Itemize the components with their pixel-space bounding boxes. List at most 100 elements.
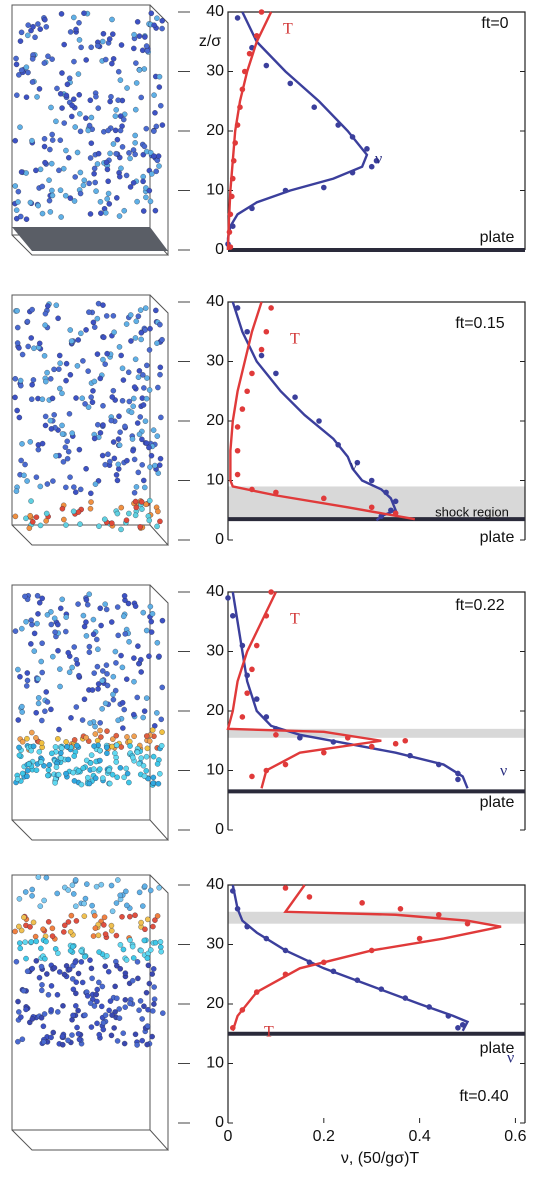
particle xyxy=(36,974,43,981)
plate-render xyxy=(12,227,168,251)
particle xyxy=(88,44,94,51)
profile-point xyxy=(392,740,399,747)
particle xyxy=(22,889,29,895)
particle xyxy=(66,75,73,82)
particle xyxy=(23,170,29,176)
particle xyxy=(97,747,103,754)
particle xyxy=(137,998,144,1004)
particle xyxy=(132,512,139,519)
particle xyxy=(148,618,155,625)
particle xyxy=(83,115,89,121)
particle xyxy=(30,377,37,383)
particle xyxy=(71,778,78,784)
particle xyxy=(44,481,51,487)
particle xyxy=(17,38,24,44)
particle xyxy=(143,43,150,49)
particle xyxy=(24,677,31,684)
particle xyxy=(132,498,139,505)
particle xyxy=(66,966,73,973)
particle xyxy=(13,61,20,68)
particle xyxy=(143,753,150,760)
particle xyxy=(106,767,112,773)
profile-point xyxy=(455,1025,461,1031)
particle xyxy=(84,881,90,887)
particle xyxy=(41,143,48,150)
particle xyxy=(12,513,19,520)
particle xyxy=(156,84,163,90)
particle xyxy=(99,677,106,684)
particle xyxy=(149,727,156,733)
profile-point xyxy=(282,885,289,891)
particle xyxy=(140,151,147,158)
particle xyxy=(12,183,18,189)
particle xyxy=(107,98,113,105)
particle xyxy=(15,199,21,205)
particle xyxy=(59,390,65,397)
particle xyxy=(144,47,151,54)
particle xyxy=(100,775,106,781)
x-axis-label: ν, (50/gσ)T xyxy=(341,1150,420,1167)
particle xyxy=(102,601,108,607)
particle xyxy=(70,769,76,776)
particle xyxy=(148,947,154,953)
shock-band xyxy=(228,728,525,738)
particle xyxy=(49,131,55,138)
particle xyxy=(117,127,124,134)
particle xyxy=(49,192,56,199)
y-tick-label: 20 xyxy=(206,702,224,719)
particle xyxy=(124,676,130,682)
particle xyxy=(71,753,77,759)
particle xyxy=(128,409,135,416)
particle xyxy=(24,773,30,780)
particle xyxy=(25,69,31,76)
particle xyxy=(113,107,119,113)
particle xyxy=(157,321,163,328)
y-tick-label: 20 xyxy=(206,122,224,139)
profile-point xyxy=(249,370,255,377)
particle xyxy=(150,427,157,433)
particle xyxy=(95,150,102,157)
particle xyxy=(151,128,157,134)
particle xyxy=(139,1016,145,1022)
particle xyxy=(83,597,90,603)
particle xyxy=(16,72,22,78)
particle xyxy=(112,983,118,990)
particle xyxy=(111,329,117,336)
profile-point xyxy=(225,595,231,601)
particle xyxy=(95,686,101,692)
y-tick-label: 20 xyxy=(206,412,224,429)
particle xyxy=(93,883,100,890)
particle xyxy=(43,938,49,945)
particle xyxy=(55,736,61,742)
particle xyxy=(68,338,75,344)
particle xyxy=(64,743,70,750)
particle xyxy=(17,124,23,130)
particle xyxy=(118,652,124,659)
particle xyxy=(120,613,127,620)
particle xyxy=(118,526,124,533)
particle xyxy=(153,123,160,130)
particle xyxy=(132,603,139,609)
particle xyxy=(79,395,85,402)
particle xyxy=(120,725,126,731)
particle xyxy=(52,780,58,786)
particle xyxy=(87,505,94,512)
particle xyxy=(100,403,106,409)
shock-label: shock region xyxy=(435,504,509,519)
particle xyxy=(51,366,57,373)
particle xyxy=(141,385,147,391)
particle xyxy=(17,945,23,952)
particle xyxy=(70,96,77,102)
particle xyxy=(159,684,165,691)
particle xyxy=(116,344,123,350)
particle xyxy=(80,182,87,189)
particle xyxy=(116,213,123,219)
profile-point xyxy=(258,346,265,353)
particle xyxy=(33,167,39,174)
particle xyxy=(143,194,149,201)
particle xyxy=(85,404,92,410)
profile-point xyxy=(249,666,255,673)
particle xyxy=(121,207,127,214)
particle xyxy=(157,518,163,525)
particle xyxy=(65,649,71,656)
